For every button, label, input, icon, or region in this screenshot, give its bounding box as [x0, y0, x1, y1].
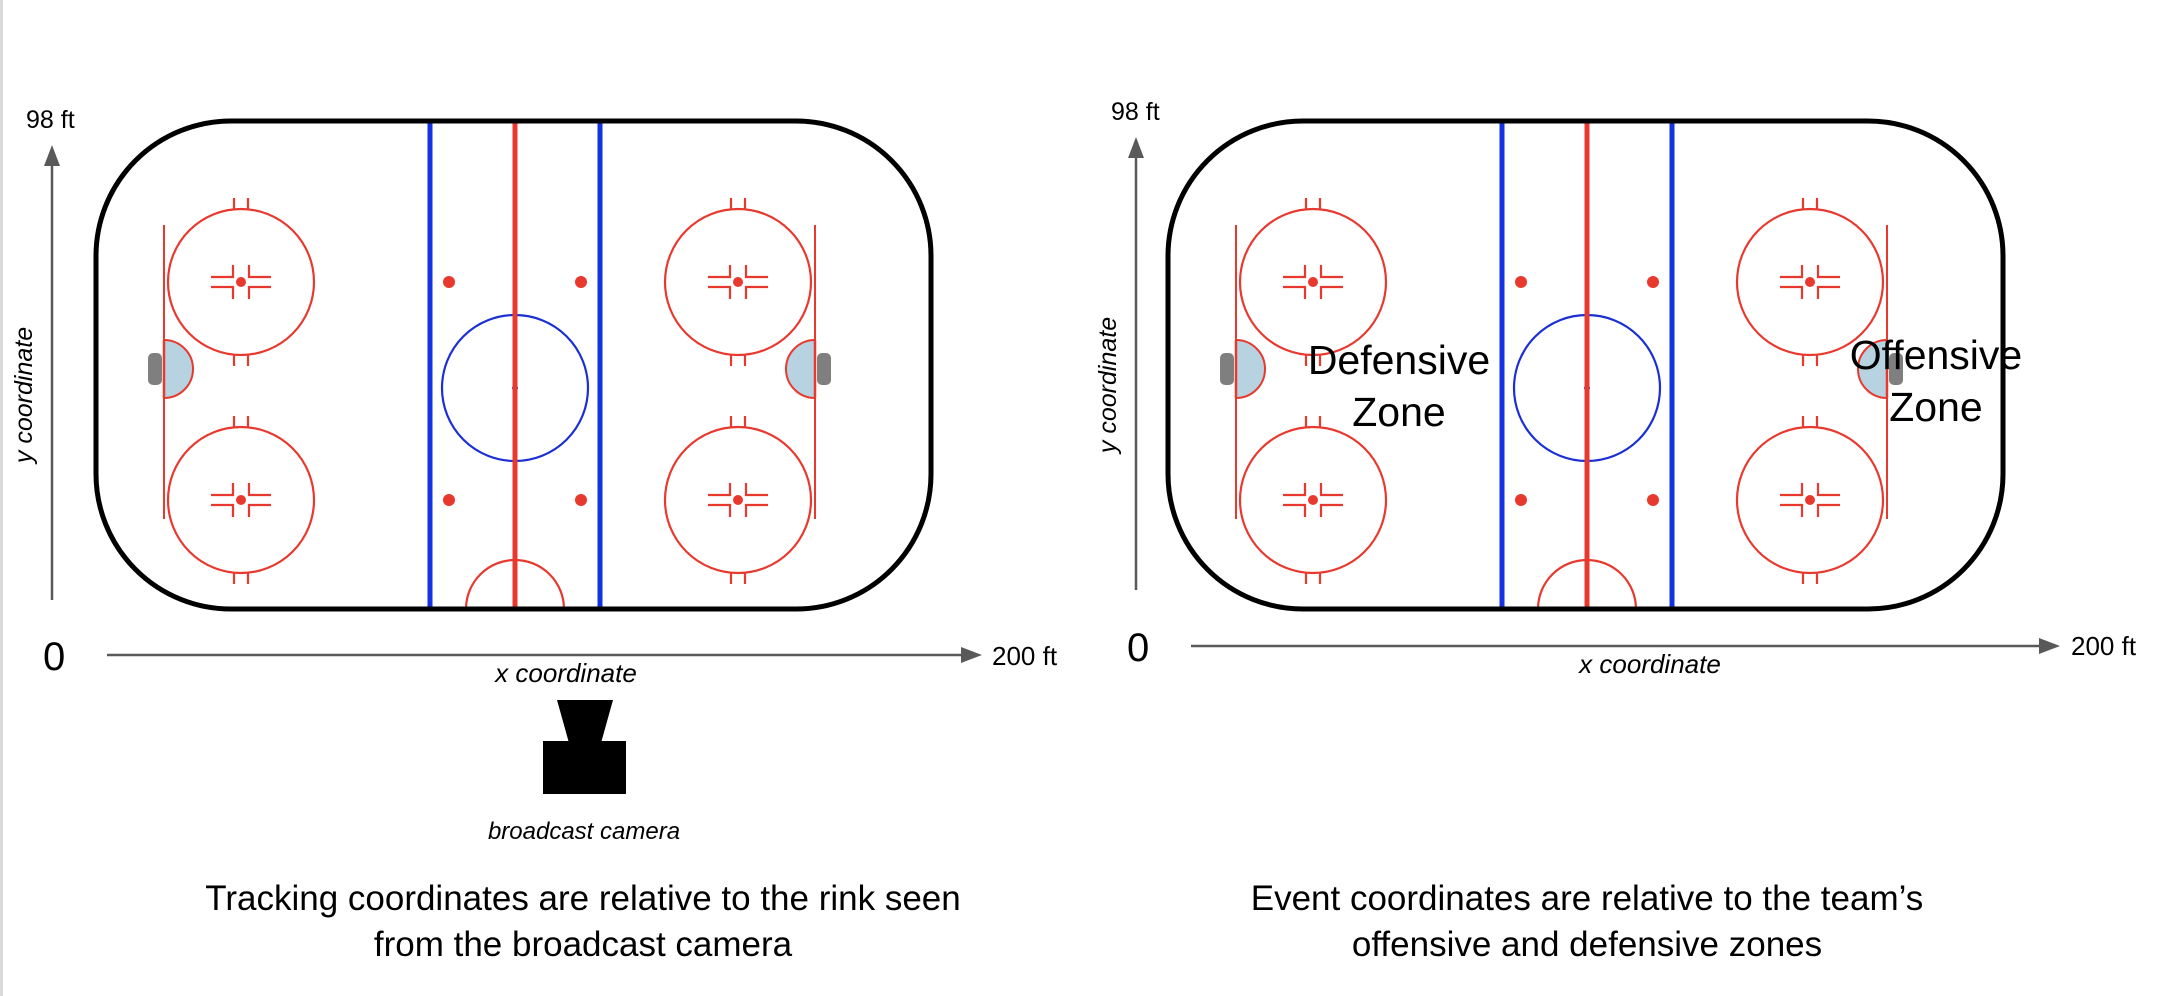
offensive-zone-line2: Zone — [1889, 384, 1982, 430]
left-x-max-label: 200 ft — [992, 641, 1058, 671]
left-y-axis-label: y coordinate — [10, 327, 38, 465]
left-y-max-label: 98 ft — [26, 106, 75, 134]
right-caption-line1: Event coordinates are relative to the te… — [1250, 879, 1924, 918]
left-caption-line2: from the broadcast camera — [373, 925, 793, 964]
defensive-zone-line2: Zone — [1352, 389, 1445, 435]
defensive-zone-label: Defensive Zone — [1308, 337, 1490, 435]
left-caption: Tracking coordinates are relative to the… — [133, 876, 1033, 968]
defensive-zone-line1: Defensive — [1308, 337, 1490, 383]
left-caption-line1: Tracking coordinates are relative to the… — [205, 879, 961, 918]
left-x-axis-label: x coordinate — [493, 658, 637, 688]
right-y-axis-label: y coordinate — [1094, 317, 1122, 455]
camera-icon — [543, 700, 626, 794]
left-border — [0, 0, 3, 996]
right-y-axis-arrow — [1128, 137, 1144, 590]
right-x-axis-label: x coordinate — [1577, 649, 1721, 679]
left-rink — [96, 121, 931, 609]
left-origin-label: 0 — [43, 635, 65, 679]
right-caption-line2: offensive and defensive zones — [1351, 925, 1823, 964]
offensive-zone-label: Offensive Zone — [1850, 332, 2022, 430]
left-x-axis-arrow — [107, 647, 982, 663]
left-y-axis-arrow — [44, 145, 60, 600]
offensive-zone-line1: Offensive — [1850, 332, 2022, 378]
right-x-axis-arrow — [1191, 638, 2060, 654]
right-y-max-label: 98 ft — [1111, 98, 1160, 126]
right-origin-label: 0 — [1127, 626, 1149, 670]
right-x-max-label: 200 ft — [2071, 631, 2137, 661]
right-caption: Event coordinates are relative to the te… — [1137, 876, 2037, 968]
camera-label: broadcast camera — [488, 818, 680, 845]
